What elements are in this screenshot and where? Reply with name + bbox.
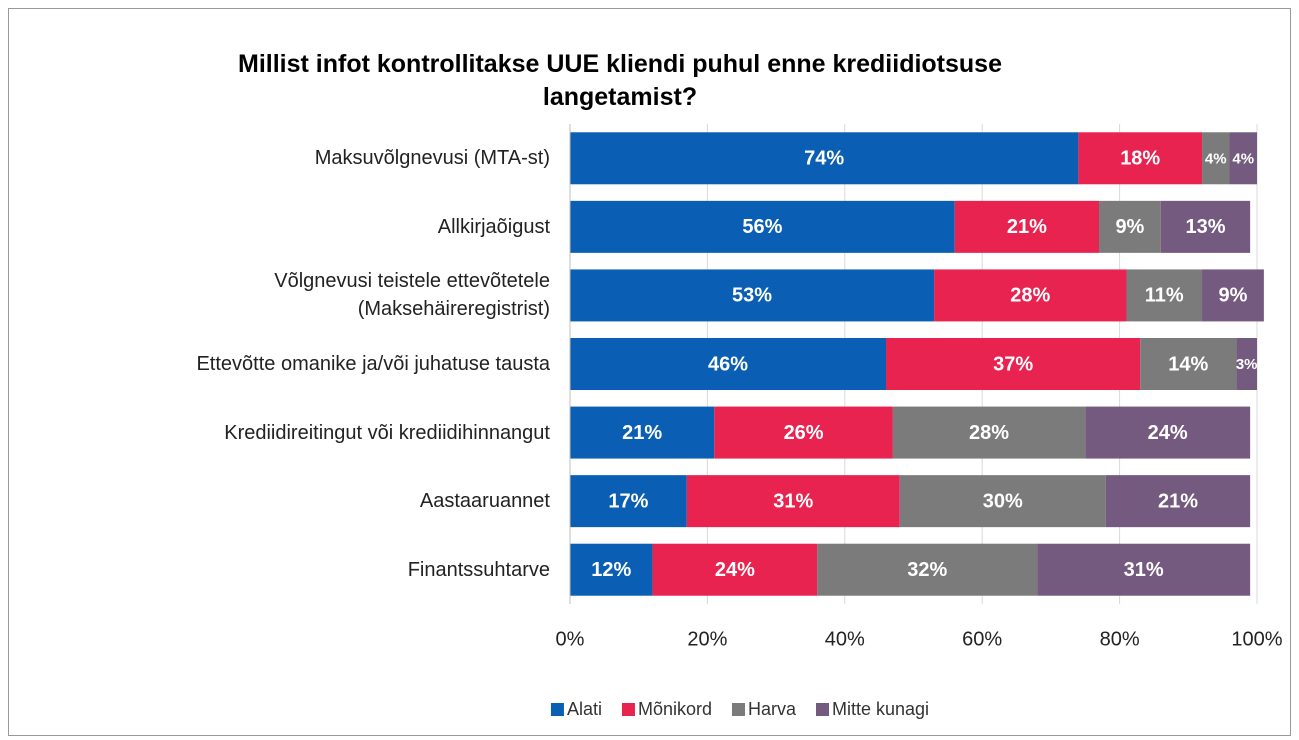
bar-segment	[1098, 200, 1161, 253]
bar-segment	[1126, 269, 1203, 322]
bar-segment	[570, 543, 653, 596]
x-tick-label: 100%	[1231, 628, 1282, 650]
data-label: 4%	[1232, 150, 1254, 167]
bar-segment	[1236, 338, 1257, 390]
data-label: 21%	[1158, 490, 1198, 512]
category-label: Krediidireitingut või krediidihinnangut	[224, 421, 550, 444]
bar-segment	[1078, 132, 1203, 185]
data-label: 24%	[715, 559, 755, 581]
x-tick-label: 20%	[687, 628, 727, 650]
bar-segment	[1160, 200, 1251, 253]
data-label: 4%	[1205, 150, 1227, 167]
data-label: 32%	[907, 559, 947, 581]
data-label: 26%	[784, 422, 824, 444]
bar-segment	[1037, 543, 1251, 596]
data-label: 21%	[622, 422, 662, 444]
data-label: 53%	[732, 285, 772, 307]
bar-segment	[686, 475, 900, 528]
data-label: 9%	[1219, 285, 1248, 307]
legend-label: Mitte kunagi	[832, 699, 929, 719]
bar-segment	[570, 200, 955, 253]
x-tick-label: 0%	[556, 628, 585, 650]
legend-swatch	[731, 703, 745, 716]
data-label: 3%	[1236, 356, 1258, 373]
data-label: 28%	[1010, 285, 1050, 307]
bar-segment	[954, 200, 1099, 253]
bar-segment	[934, 269, 1127, 322]
bar-segment	[1140, 338, 1237, 390]
x-tick-label: 40%	[825, 628, 865, 650]
legend-label: Alati	[567, 699, 602, 719]
data-label: 30%	[983, 490, 1023, 512]
legend-label: Harva	[748, 699, 797, 719]
data-label: 28%	[969, 422, 1009, 444]
chart-frame	[8, 8, 1291, 736]
data-label: 74%	[804, 148, 844, 170]
category-label: Maksuvõlgnevusi (MTA-st)	[314, 147, 550, 170]
bar-segment	[570, 269, 935, 322]
data-label: 31%	[1124, 559, 1164, 581]
data-label: 18%	[1120, 148, 1160, 170]
bar-segment	[1105, 475, 1251, 528]
category-label: Aastaaruannet	[419, 490, 550, 513]
data-label: 12%	[591, 559, 631, 581]
data-label: 9%	[1115, 216, 1144, 238]
data-label: 11%	[1145, 285, 1184, 307]
legend-swatch	[816, 703, 829, 716]
data-label: 46%	[708, 353, 748, 375]
bar-segment	[886, 338, 1141, 390]
bar-segment	[570, 338, 887, 390]
x-tick-label: 80%	[1100, 628, 1140, 650]
category-label: Finantssuhtarve	[407, 558, 550, 581]
data-label: 17%	[608, 490, 648, 512]
bar-segment	[1202, 269, 1264, 322]
bar-segment	[570, 475, 687, 528]
legend-swatch	[550, 703, 564, 716]
bar-segment	[1202, 132, 1230, 185]
legend-label: Mõnikord	[638, 699, 712, 719]
data-label: 37%	[993, 353, 1033, 375]
data-label: 31%	[773, 490, 813, 512]
bar-segment	[817, 543, 1038, 596]
category-label: Allkirjaõigust	[437, 215, 550, 238]
legend-swatch	[621, 703, 635, 716]
x-tick-label: 60%	[962, 628, 1002, 650]
data-label: 14%	[1168, 353, 1208, 375]
data-label: 24%	[1148, 422, 1188, 444]
bar-segment	[899, 475, 1106, 528]
bar-segment	[570, 132, 1079, 185]
data-label: 56%	[742, 216, 782, 238]
data-label: 21%	[1007, 216, 1047, 238]
data-label: 13%	[1185, 216, 1225, 238]
chart-title: Millist infot kontrollitakse UUE kliendi…	[238, 50, 1002, 111]
bar-segment	[570, 406, 715, 459]
bar-segment	[714, 406, 893, 459]
bar-segment	[1229, 132, 1257, 185]
category-label: Ettevõtte omanike ja/või juhatuse tausta	[196, 353, 550, 375]
bar-segment	[892, 406, 1086, 459]
legend: Alati Mõnikord Harva Mitte kunagi	[550, 699, 929, 719]
category-label: Võlgnevusi teistele ettevõtetele (Makseh…	[274, 270, 550, 321]
bar-segment	[652, 543, 818, 596]
bar-segment	[1085, 406, 1251, 459]
